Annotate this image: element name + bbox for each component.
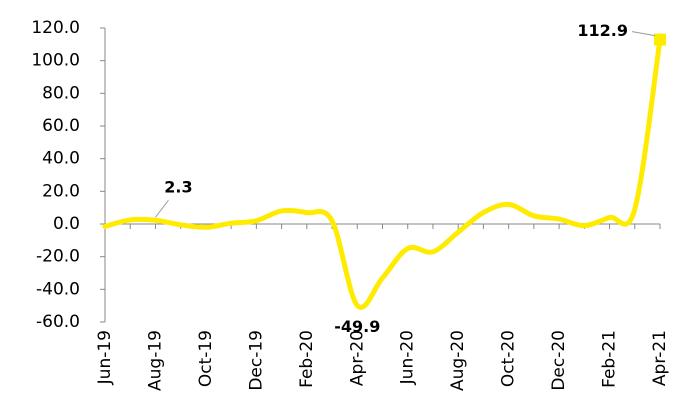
x-tick-label: Dec-20 (549, 330, 569, 391)
x-tick-label: Oct-19 (196, 330, 216, 387)
data-label: 2.3 (164, 178, 192, 197)
y-tick-label: -40.0 (36, 279, 80, 299)
line (102, 37, 663, 310)
x-tick-label: Apr-20 (347, 330, 367, 386)
x-tick-label: Jun-20 (398, 330, 418, 385)
x-tick-label: Oct-20 (499, 330, 519, 387)
leader-line (155, 199, 169, 218)
point-marker (654, 33, 666, 46)
y-tick-label: 80.0 (42, 83, 80, 103)
y-tick-label: 60.0 (42, 116, 80, 136)
x-tick-label: Dec-19 (246, 330, 266, 391)
y-tick-label: 20.0 (42, 181, 80, 201)
x-tick-label: Apr-21 (650, 330, 670, 386)
data-label: 112.9 (577, 21, 628, 40)
y-tick-label: -20.0 (36, 247, 80, 267)
y-tick-label: 120.0 (31, 18, 80, 38)
y-tick-label: 0.0 (53, 214, 80, 234)
x-tick-label: Jun-19 (95, 330, 115, 385)
x-tick-label: Aug-19 (145, 330, 165, 391)
y-tick-label: 40.0 (42, 149, 80, 169)
x-tick-label: Aug-20 (448, 330, 468, 391)
x-tick-label: Feb-20 (297, 330, 317, 388)
x-tick-label: Feb-21 (600, 330, 620, 388)
y-tick-label: -60.0 (36, 312, 80, 332)
data-label: -49.9 (334, 317, 380, 336)
y-tick-label: 100.0 (31, 51, 80, 71)
leader-line (631, 31, 656, 37)
